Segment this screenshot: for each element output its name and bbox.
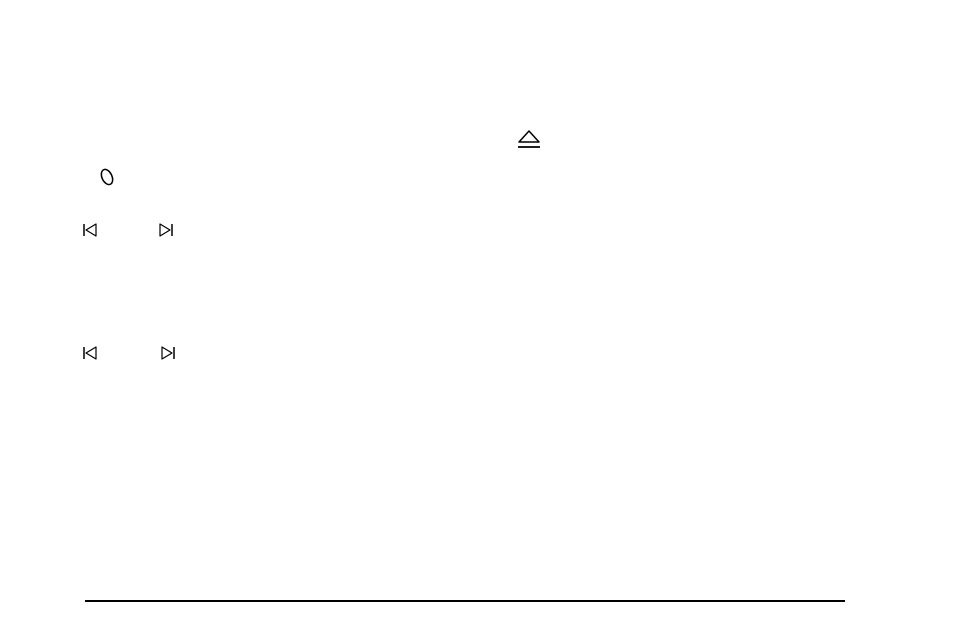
skip-previous-icon[interactable] bbox=[82, 345, 98, 361]
skip-previous-icon[interactable] bbox=[82, 222, 98, 238]
eject-icon[interactable] bbox=[515, 128, 543, 150]
ellipse-icon bbox=[98, 167, 116, 187]
skip-next-icon[interactable] bbox=[160, 345, 176, 361]
skip-next-icon[interactable] bbox=[158, 222, 174, 238]
divider-line bbox=[85, 600, 845, 602]
